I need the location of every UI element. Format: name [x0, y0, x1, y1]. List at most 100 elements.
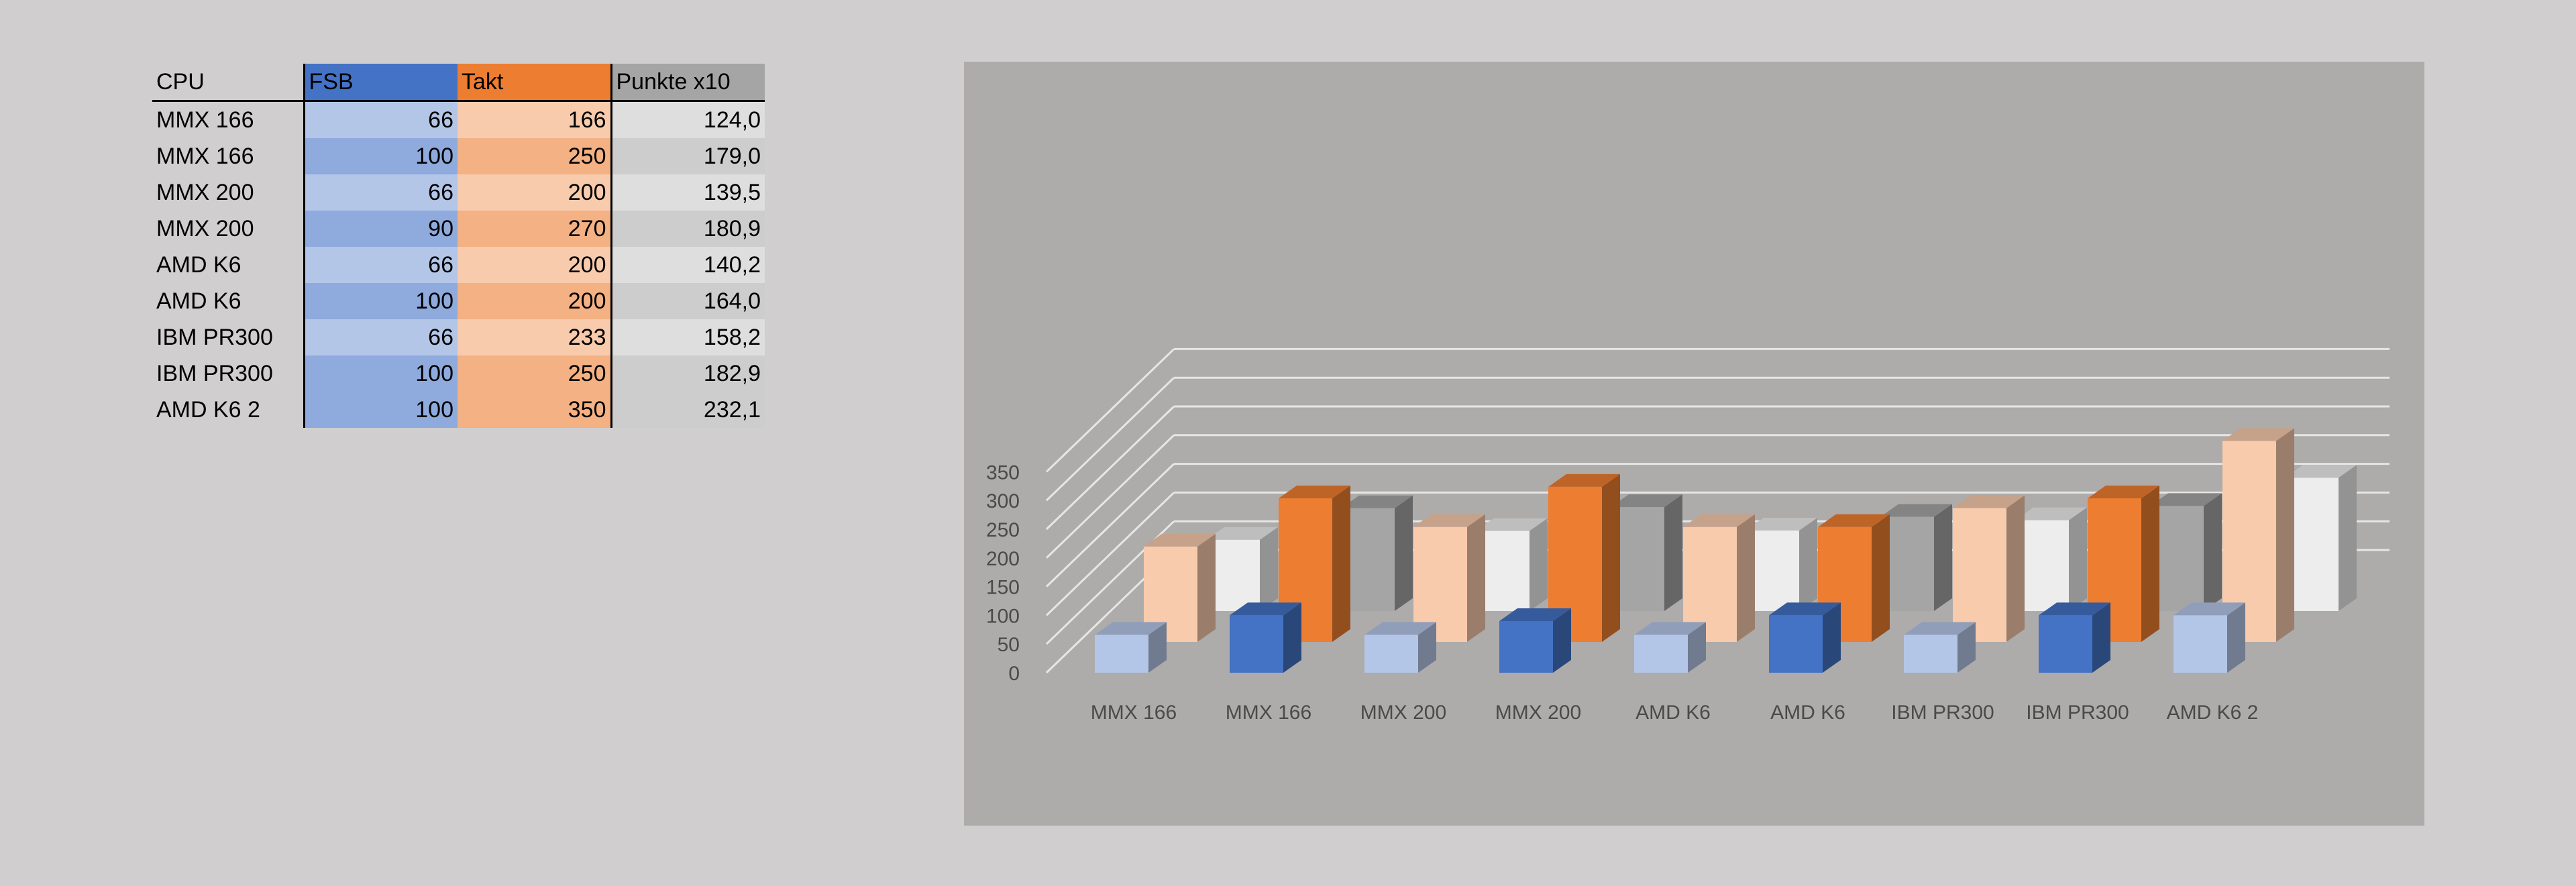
cell-fsb[interactable]: 100: [304, 138, 458, 174]
bar-side: [1688, 622, 1706, 673]
bar-side: [1957, 622, 1976, 673]
cell-punkte[interactable]: 179,0: [611, 138, 765, 174]
bar-front: [2039, 615, 2092, 673]
bar-top: [1364, 622, 1436, 635]
cell-cpu[interactable]: AMD K6 2: [152, 392, 305, 428]
plot-background: [964, 62, 2424, 826]
bar-side: [1332, 486, 1350, 642]
bar-top: [1683, 514, 1755, 527]
cell-takt[interactable]: 250: [458, 138, 612, 174]
bar-side: [2339, 465, 2357, 611]
cell-cpu[interactable]: MMX 200: [152, 174, 305, 211]
cell-takt[interactable]: 166: [458, 101, 612, 138]
table-row: MMX 200 66 200 139,5: [152, 174, 765, 211]
cell-punkte[interactable]: 124,0: [611, 101, 765, 138]
cell-cpu[interactable]: IBM PR300: [152, 319, 305, 355]
cell-punkte[interactable]: 232,1: [611, 392, 765, 428]
x-category-label: AMD K6: [1635, 702, 1711, 724]
bar-side: [1283, 602, 1301, 673]
y-tick-label: 300: [986, 490, 1020, 512]
bar-top: [2285, 465, 2357, 478]
bar-front: [1095, 634, 1148, 673]
cell-cpu[interactable]: IBM PR300: [152, 355, 305, 392]
cell-punkte[interactable]: 139,5: [611, 174, 765, 211]
bar-side: [1197, 533, 1216, 642]
cell-fsb[interactable]: 66: [304, 319, 458, 355]
cell-fsb[interactable]: 100: [304, 392, 458, 428]
bar-side: [2227, 602, 2245, 673]
bar: [1476, 518, 1548, 611]
bar: [1818, 514, 1890, 642]
gridline-side: [1045, 463, 1175, 588]
bar: [1499, 608, 1571, 673]
bar-side: [1934, 504, 1952, 611]
bar-side: [1260, 527, 1278, 611]
bar-side: [1737, 514, 1755, 642]
cell-punkte[interactable]: 182,9: [611, 355, 765, 392]
bar-top: [1548, 474, 1620, 487]
cell-fsb[interactable]: 66: [304, 174, 458, 211]
bar-side: [1467, 514, 1485, 642]
header-cpu[interactable]: CPU: [152, 64, 305, 102]
cell-fsb[interactable]: 66: [304, 101, 458, 138]
cell-takt[interactable]: 200: [458, 174, 612, 211]
cell-fsb[interactable]: 100: [304, 283, 458, 319]
bar-top: [2039, 602, 2110, 616]
bar-side: [1602, 474, 1620, 642]
cell-fsb[interactable]: 100: [304, 355, 458, 392]
cell-takt[interactable]: 350: [458, 392, 612, 428]
cell-cpu[interactable]: MMX 166: [152, 138, 305, 174]
table-row: IBM PR300 66 233 158,2: [152, 319, 765, 355]
cell-takt[interactable]: 200: [458, 247, 612, 283]
cell-punkte[interactable]: 158,2: [611, 319, 765, 355]
bar-top: [2088, 486, 2159, 498]
cell-cpu[interactable]: MMX 200: [152, 211, 305, 247]
bar: [1095, 622, 1167, 673]
bars: [1095, 428, 2357, 673]
gridline-side: [1045, 405, 1175, 531]
cell-cpu[interactable]: MMX 166: [152, 101, 305, 138]
cell-takt[interactable]: 250: [458, 355, 612, 392]
gridline-side: [1045, 377, 1175, 502]
bar-front: [1769, 615, 1823, 673]
bar-front: [2174, 615, 2227, 673]
bar-top: [1144, 533, 1216, 547]
bar: [1746, 518, 1817, 611]
bar-top: [1206, 527, 1278, 540]
bar-side: [1529, 518, 1548, 611]
cell-fsb[interactable]: 90: [304, 211, 458, 247]
header-takt[interactable]: Takt: [458, 64, 612, 102]
x-category-label: IBM PR300: [2026, 702, 2129, 724]
bar: [1341, 495, 1413, 611]
cell-takt[interactable]: 270: [458, 211, 612, 247]
x-category-label: MMX 166: [1226, 702, 1311, 724]
cell-takt[interactable]: 200: [458, 283, 612, 319]
bar-side: [2069, 507, 2087, 611]
cell-takt[interactable]: 233: [458, 319, 612, 355]
cell-cpu[interactable]: AMD K6: [152, 283, 305, 319]
bar-front: [1499, 620, 1553, 673]
bar-side: [1148, 622, 1167, 673]
cpu-data-table: CPU FSB Takt Punkte x10 MMX 166 66 166 1…: [152, 64, 765, 428]
bar: [2039, 602, 2110, 673]
bar: [1953, 495, 2025, 642]
table-row: AMD K6 66 200 140,2: [152, 247, 765, 283]
bar-top: [1341, 495, 1413, 508]
bar-top: [2150, 493, 2222, 506]
cell-cpu[interactable]: AMD K6: [152, 247, 305, 283]
cell-punkte[interactable]: 140,2: [611, 247, 765, 283]
bar-front: [1364, 634, 1418, 673]
table-row: AMD K6 2 100 350 232,1: [152, 392, 765, 428]
header-fsb[interactable]: FSB: [304, 64, 458, 102]
cell-punkte[interactable]: 164,0: [611, 283, 765, 319]
bar-top: [1746, 518, 1817, 531]
bar: [1206, 527, 1278, 611]
header-punkte[interactable]: Punkte x10: [611, 64, 765, 102]
bar: [1279, 486, 1350, 642]
cell-fsb[interactable]: 66: [304, 247, 458, 283]
bar-side: [2141, 486, 2159, 642]
bar-top: [1611, 494, 1682, 508]
cell-punkte[interactable]: 180,9: [611, 211, 765, 247]
